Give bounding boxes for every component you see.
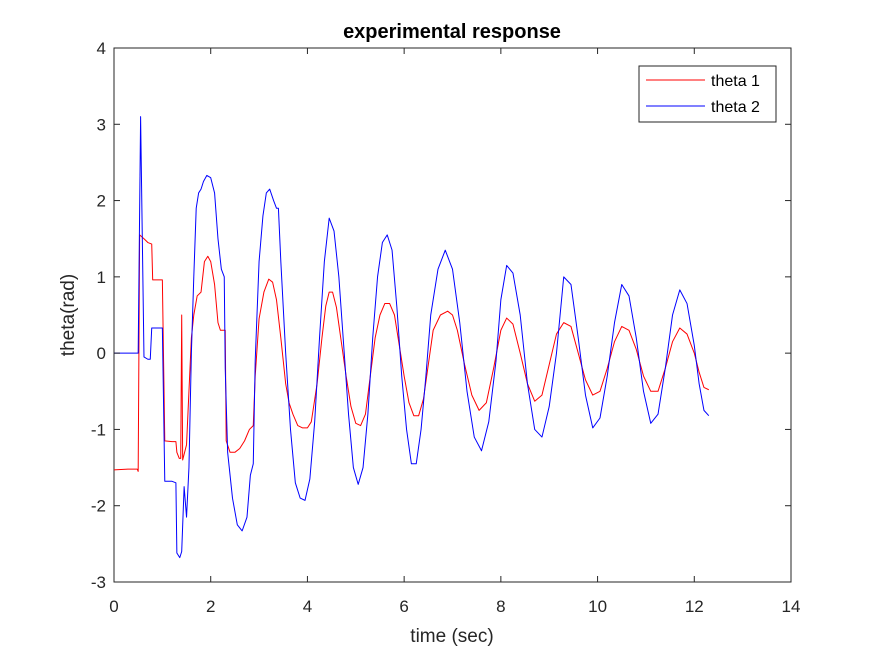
y-tick-label-4: 1 xyxy=(97,268,106,287)
x-tick-label-0: 0 xyxy=(109,597,118,616)
x-tick-label-7: 14 xyxy=(782,597,801,616)
legend-label-theta-1: theta 1 xyxy=(711,73,760,90)
x-tick-label-2: 4 xyxy=(303,597,312,616)
x-tick-label-6: 12 xyxy=(685,597,704,616)
legend-box xyxy=(638,65,777,123)
x-tick-label-5: 10 xyxy=(588,597,607,616)
y-axis-label: theta(rad) xyxy=(58,274,79,356)
x-tick-label-3: 6 xyxy=(399,597,408,616)
y-tick-label-7: 4 xyxy=(97,39,106,58)
series-layer xyxy=(113,116,710,559)
legend: theta 1 theta 2 xyxy=(638,65,777,123)
legend-label-theta-2: theta 2 xyxy=(711,99,760,116)
y-tick-label-3: 0 xyxy=(97,344,106,363)
y-tick-label-0: -3 xyxy=(91,573,106,592)
x-axis-label: time (sec) xyxy=(410,626,493,647)
y-tick-label-1: -2 xyxy=(91,497,106,516)
y-tick-label-2: -1 xyxy=(91,420,106,439)
y-tick-label-5: 2 xyxy=(97,192,106,211)
chart-title: experimental response xyxy=(343,21,561,43)
x-tick-label-4: 8 xyxy=(496,597,505,616)
y-tick-label-6: 3 xyxy=(97,115,106,134)
series-line-theta-2 xyxy=(114,116,710,559)
x-tick-label-1: 2 xyxy=(206,597,215,616)
series-line-theta-1 xyxy=(113,234,710,472)
